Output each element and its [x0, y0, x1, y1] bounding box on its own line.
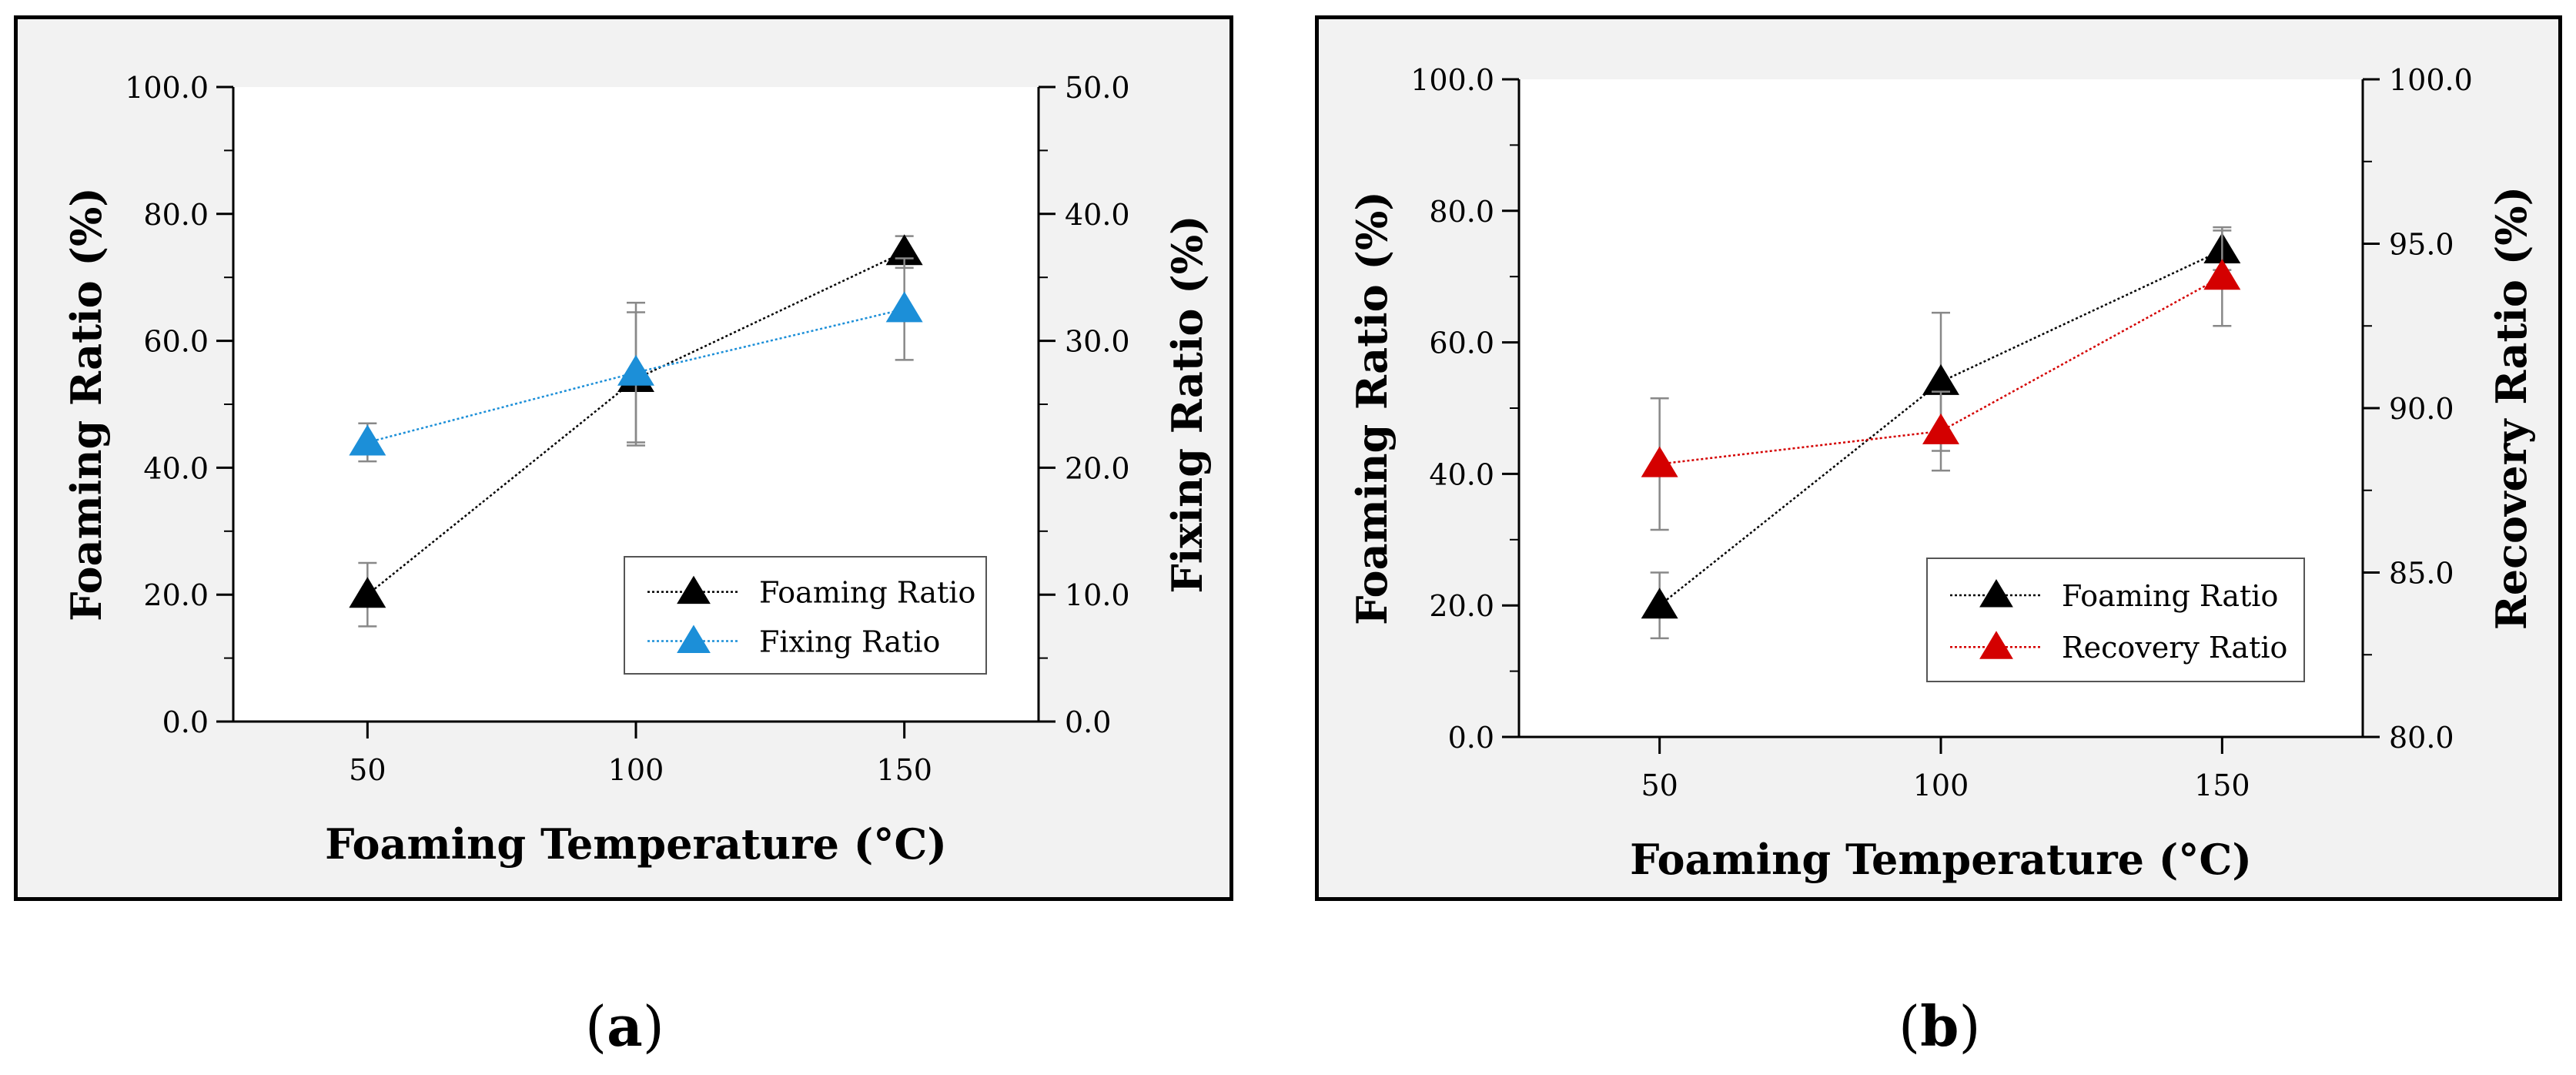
caption-a-letter: a [607, 993, 643, 1059]
chart-a-left-tick-label: 60.0 [143, 325, 209, 359]
chart-b-legend-recovery-ratio-label: Recovery Ratio [2062, 631, 2287, 665]
chart-b-recovery-ratio-point [2203, 259, 2241, 290]
chart-b-left-tick-label: 20.0 [1429, 589, 1494, 623]
chart-b-x-tick-label: 100 [1913, 769, 1969, 802]
chart-a-left-tick-label: 40.0 [143, 451, 209, 485]
chart-a-foaming-ratio-point [349, 577, 386, 608]
caption-a: (a) [585, 993, 664, 1059]
chart-panel-a: 0.0 20.0 40.0 60.0 80.0 100.0 0.0 10.0 20.0 30.0 4… [14, 15, 1233, 901]
chart-b-left-axis-title: Foaming Ratio (%) [1347, 191, 1397, 625]
chart-b-left-tick-label: 80.0 [1429, 195, 1494, 229]
chart-b-right-tick-label: 90.0 [2389, 392, 2454, 426]
chart-a-legend-foaming-ratio-label: Foaming Ratio [759, 576, 975, 610]
chart-b-x-tick-label: 50 [1641, 769, 1678, 802]
chart-a-svg: 0.0 20.0 40.0 60.0 80.0 100.0 0.0 10.0 20.0 30.0 4… [62, 71, 1212, 869]
chart-panel-b: 0.0 20.0 40.0 60.0 80.0 100.0 80.0 85.0 90.0 95.0… [1315, 15, 2562, 901]
chart-b-x-tick-label: 150 [2194, 769, 2250, 802]
chart-b-legend-foaming-ratio-label: Foaming Ratio [2062, 579, 2278, 613]
caption-b-letter: b [1920, 993, 1959, 1059]
chart-a-left-axis-title: Foaming Ratio (%) [62, 187, 111, 621]
chart-b-recovery-ratio-point [1641, 446, 1678, 477]
chart-a-fixing-ratio-point [617, 354, 654, 386]
chart-b-right-tick-label: 80.0 [2389, 721, 2454, 755]
chart-b-legend-foaming-ratio-marker [1979, 579, 2013, 608]
chart-b-left-tick-label: 40.0 [1429, 457, 1494, 491]
chart-b-left-tick-label: 0.0 [1448, 721, 1494, 755]
chart-a-right-tick-label: 0.0 [1065, 705, 1111, 739]
chart-b-x-axis-title: Foaming Temperature (°C) [1630, 835, 2252, 884]
chart-b-right-tick-label: 95.0 [2389, 228, 2454, 262]
chart-a-x-tick-label: 150 [876, 753, 932, 787]
chart-b-recovery-ratio-point [1922, 413, 1959, 444]
caption-b: (b) [1899, 993, 1981, 1059]
chart-a-x-tick-label: 50 [349, 753, 386, 787]
chart-a-foaming-ratio-line [366, 251, 905, 596]
chart-a-legend-box [624, 556, 987, 675]
chart-b-right-axis-title: Recovery Ratio (%) [2487, 186, 2536, 630]
chart-a-right-tick-label: 40.0 [1065, 198, 1130, 232]
chart-b-legend-recovery-ratio-marker [1979, 631, 2013, 659]
chart-b-left-tick-label: 60.0 [1429, 327, 1494, 360]
chart-b-legend-box [1926, 558, 2305, 682]
chart-a-x-tick-label: 100 [608, 753, 664, 787]
chart-b-foaming-ratio-point [1641, 588, 1678, 619]
chart-a-fixing-ratio-point [885, 291, 923, 323]
chart-a-left-tick-label: 20.0 [143, 578, 209, 612]
chart-a-right-tick-label: 50.0 [1065, 71, 1130, 105]
chart-a-left-tick-label: 100.0 [125, 71, 209, 105]
chart-a-legend-foaming-ratio-marker [677, 575, 711, 604]
chart-b-svg: 0.0 20.0 40.0 60.0 80.0 100.0 80.0 85.0 90.0 95.0… [1347, 63, 2536, 884]
chart-a-left-tick-label: 0.0 [162, 705, 209, 739]
chart-a-left-tick-label: 80.0 [143, 198, 209, 232]
chart-a-legend-fixing-ratio-label: Fixing Ratio [759, 625, 940, 658]
chart-a-right-tick-label: 30.0 [1065, 325, 1130, 359]
chart-a-right-axis-title: Fixing Ratio (%) [1163, 215, 1212, 593]
chart-a-right-tick-label: 20.0 [1065, 451, 1130, 485]
chart-b-left-tick-label: 100.0 [1410, 63, 1494, 97]
chart-b-right-tick-label: 100.0 [2389, 63, 2473, 97]
chart-a-x-axis-title: Foaming Temperature (°C) [325, 819, 947, 869]
chart-a-fixing-ratio-point [349, 424, 386, 456]
chart-b-right-tick-label: 85.0 [2389, 557, 2454, 591]
chart-a-right-tick-label: 10.0 [1065, 578, 1130, 612]
chart-a-legend-fixing-ratio-marker [677, 625, 711, 653]
